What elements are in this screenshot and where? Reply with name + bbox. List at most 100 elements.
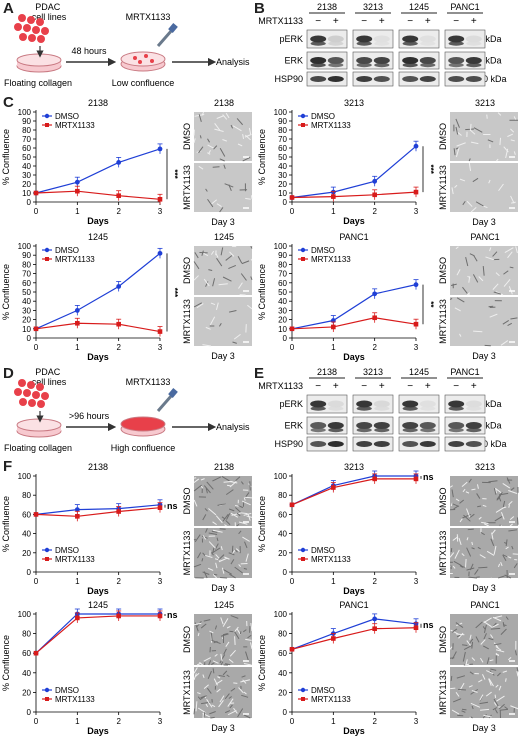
cell-texture xyxy=(193,484,202,492)
cell-texture xyxy=(219,528,226,530)
cell-texture xyxy=(480,639,486,645)
blot-band xyxy=(374,62,390,68)
cell-texture xyxy=(468,158,471,162)
cell-texture xyxy=(207,670,212,680)
cell-texture xyxy=(462,488,466,493)
x-tick-label: 3 xyxy=(414,343,419,352)
cell-texture xyxy=(197,692,201,695)
legend-marker xyxy=(300,113,306,119)
cell-texture xyxy=(234,636,236,645)
y-tick-label: 20 xyxy=(22,180,31,189)
data-point-dmso xyxy=(157,146,163,152)
cell-texture xyxy=(466,640,471,646)
x-tick-label: 3 xyxy=(158,207,163,216)
cell-texture xyxy=(197,552,202,559)
cell-texture xyxy=(510,317,518,320)
blot-band xyxy=(310,427,326,433)
chart-title: 3213 xyxy=(344,462,364,472)
cell-texture xyxy=(242,133,245,139)
cell-texture xyxy=(470,702,481,708)
y-tick-label: 40 xyxy=(278,530,287,539)
x-tick-label: 2 xyxy=(116,207,121,216)
y-tick-label: 60 xyxy=(278,649,287,658)
cell-texture xyxy=(502,554,507,562)
legend-marker xyxy=(45,557,49,561)
data-point-dmso xyxy=(413,143,419,149)
cell-texture xyxy=(492,707,498,711)
blot-band xyxy=(448,400,465,408)
blot-band xyxy=(310,441,327,447)
micrograph-title: 1245 xyxy=(214,600,234,610)
line-chart-f-3213: 3213 0 20 40 60 80 100 0 1 2 3 Days % Confluence DMSO… xyxy=(257,462,434,596)
y-axis-label: % Confluence xyxy=(257,264,267,320)
cell-texture xyxy=(210,250,215,255)
cell-texture xyxy=(209,316,216,326)
western-blot-panel-e: MRTX1133 pERK 44 kDa ERK 44 kDa HSP90 100 kDa 2… xyxy=(258,367,507,452)
cell-texture xyxy=(207,152,211,155)
analysis-label: Analysis xyxy=(216,422,250,432)
blot-band xyxy=(419,76,436,82)
cell-texture xyxy=(505,546,509,550)
legend-label: DMSO xyxy=(311,546,335,555)
y-tick-label: 0 xyxy=(27,568,32,577)
molecular-weight-label: 100 kDa xyxy=(473,439,507,449)
micrograph-column-f-2138: 2138 DMSO MRTX1133 Day 3 xyxy=(182,462,253,593)
cell-texture xyxy=(193,478,200,483)
cell-texture xyxy=(476,484,479,489)
cell-lines-label: PDAC cell lines xyxy=(32,2,67,22)
cell-texture xyxy=(218,283,228,286)
micrograph-mrtx1133 xyxy=(449,297,518,347)
cell-texture xyxy=(475,201,484,207)
cell-texture xyxy=(220,653,223,661)
micrograph-dmso xyxy=(450,112,519,162)
cell-texture xyxy=(215,253,219,258)
cell-texture xyxy=(450,675,453,681)
micrograph-mrtx1133 xyxy=(194,163,253,213)
cell-texture xyxy=(230,124,234,129)
micrograph-background xyxy=(450,667,518,718)
cell-texture xyxy=(201,111,205,116)
y-tick-label: 0 xyxy=(283,708,288,717)
plus-sign: + xyxy=(425,381,431,392)
blot-band xyxy=(448,41,464,46)
y-tick-label: 60 xyxy=(278,510,287,519)
blot-band xyxy=(310,406,326,411)
cell-texture xyxy=(203,252,209,257)
micrograph-column-f-3213: 3213 DMSO MRTX1133 Day 3 xyxy=(438,462,519,593)
cell-texture xyxy=(469,671,474,675)
cell-texture xyxy=(218,674,225,678)
micrograph-dmso xyxy=(449,614,518,666)
chart-title: PANC1 xyxy=(339,232,368,242)
legend-marker xyxy=(301,123,305,127)
cell-texture xyxy=(467,275,471,279)
cell-texture xyxy=(229,251,235,257)
cell-texture xyxy=(513,151,516,155)
cell-texture xyxy=(193,302,203,308)
cell-texture xyxy=(510,195,515,204)
cell-texture xyxy=(455,246,459,250)
plus-sign: + xyxy=(471,16,477,27)
cell-texture xyxy=(237,143,243,147)
data-point-dmso xyxy=(116,160,122,165)
cell-texture xyxy=(488,678,492,686)
cell-texture xyxy=(471,657,476,661)
chart-title: PANC1 xyxy=(339,600,368,610)
cell-texture xyxy=(504,706,508,710)
cell-texture xyxy=(477,546,481,550)
cell-texture xyxy=(471,488,476,491)
cell-texture xyxy=(498,703,505,710)
cell-texture xyxy=(457,688,466,691)
blot-band xyxy=(419,400,436,408)
cell-texture xyxy=(493,291,502,295)
blot-band xyxy=(327,400,344,408)
cell-texture xyxy=(472,274,479,283)
line-chart-f-1245: 1245 0 20 40 60 80 100 0 1 2 3 Days % Confluence DMSO… xyxy=(1,600,178,736)
cell-texture xyxy=(240,512,248,515)
cell-texture xyxy=(500,512,505,520)
cell-texture xyxy=(208,508,217,516)
series-line-dmso xyxy=(35,504,161,515)
cell-cluster-icon xyxy=(14,379,49,408)
cell-texture xyxy=(495,507,505,513)
blot-band xyxy=(402,441,419,447)
y-tick-label: 40 xyxy=(278,669,287,678)
